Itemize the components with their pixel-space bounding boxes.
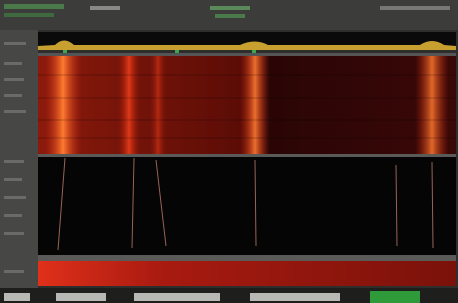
- separator: [38, 255, 456, 261]
- trace-panel: [38, 157, 456, 255]
- signal-band: [415, 56, 449, 154]
- menu-text[interactable]: [90, 6, 120, 10]
- history-strip: [38, 261, 456, 286]
- analyzer-screen: [0, 0, 458, 303]
- page: [0, 0, 458, 303]
- separator: [38, 154, 456, 157]
- status-text: [4, 4, 64, 9]
- run-button[interactable]: [370, 291, 420, 303]
- left-panel: [0, 30, 38, 288]
- readout-text: [210, 6, 250, 10]
- signal-band: [44, 56, 82, 154]
- signal-band: [240, 56, 270, 154]
- signal-band: [118, 56, 140, 154]
- menu-text[interactable]: [380, 6, 450, 10]
- signal-band: [150, 56, 166, 154]
- markers: [63, 50, 256, 53]
- readout-text: [215, 14, 245, 18]
- separator: [38, 53, 456, 56]
- status-text: [4, 13, 54, 17]
